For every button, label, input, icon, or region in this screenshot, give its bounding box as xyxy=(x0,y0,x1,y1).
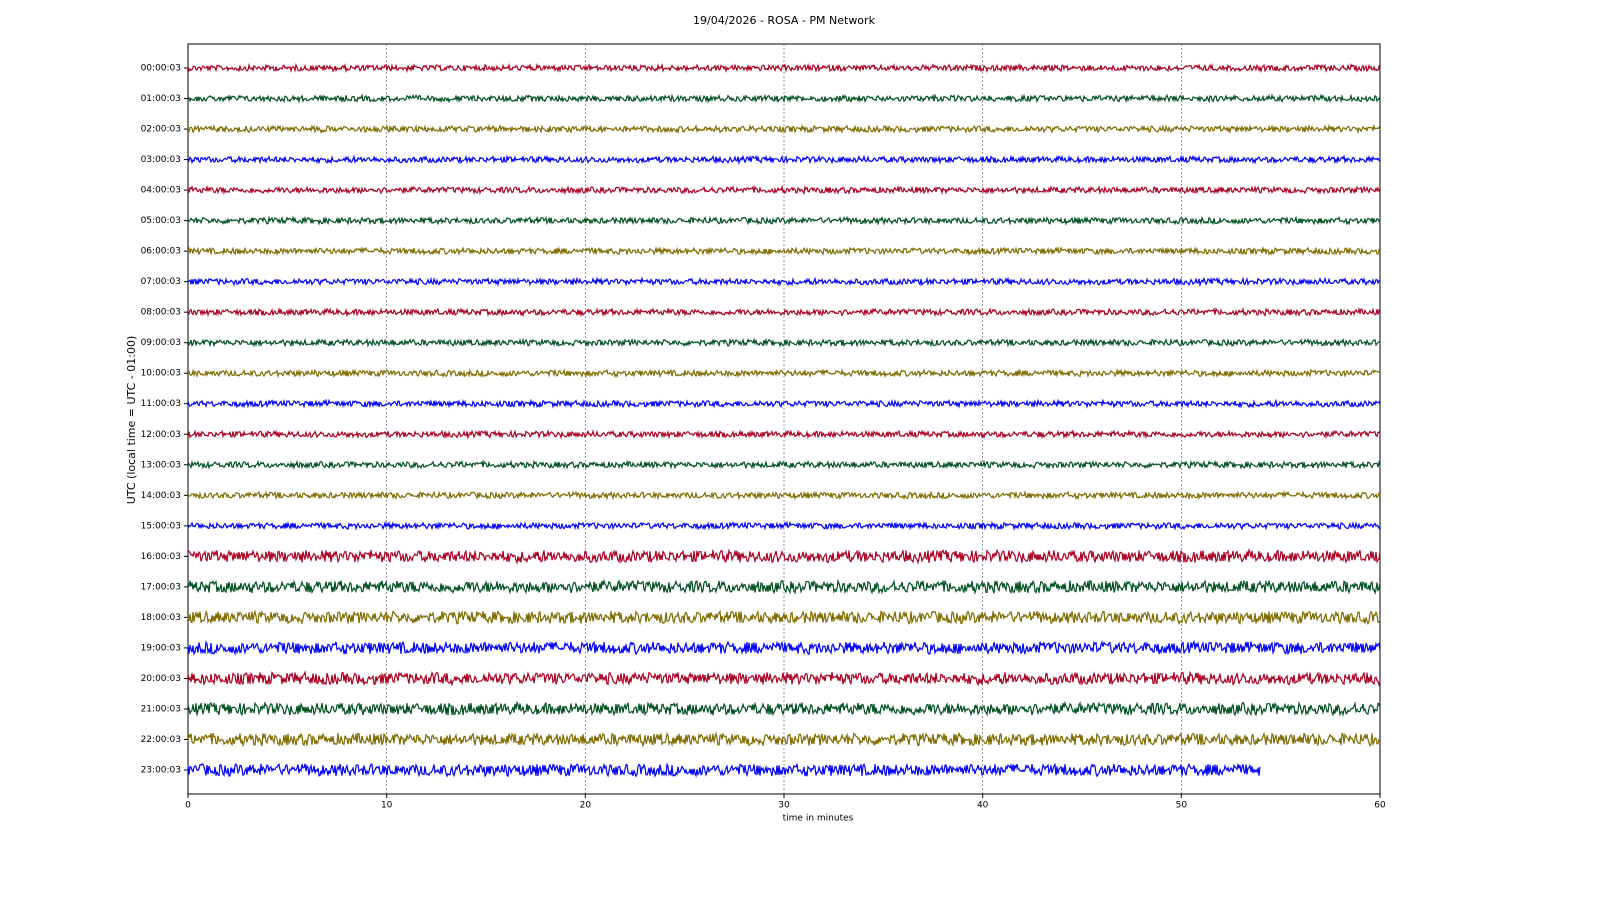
trace xyxy=(187,669,1381,687)
trace xyxy=(188,215,1381,226)
trace xyxy=(187,123,1381,135)
y-tick-label: 10:00:03 xyxy=(141,369,181,379)
y-tick-label: 13:00:03 xyxy=(141,460,181,470)
x-tick-label: 10 xyxy=(381,801,393,811)
x-axis-label: time in minutes xyxy=(783,814,854,824)
y-tick-label: 05:00:03 xyxy=(141,216,181,226)
x-tick-label: 50 xyxy=(1176,801,1188,811)
y-tick-label: 11:00:03 xyxy=(141,399,181,409)
y-tick-label: 07:00:03 xyxy=(141,277,181,287)
trace xyxy=(187,547,1381,565)
y-tick-label: 00:00:03 xyxy=(141,64,181,74)
y-tick-label: 18:00:03 xyxy=(141,613,181,623)
y-tick-label: 08:00:03 xyxy=(141,308,181,318)
y-tick-label: 21:00:03 xyxy=(141,704,181,714)
trace xyxy=(187,337,1381,348)
trace xyxy=(187,62,1381,74)
trace xyxy=(187,398,1381,409)
x-tick-label: 30 xyxy=(778,801,790,811)
x-tick-label: 40 xyxy=(977,801,989,811)
x-tick-label: 0 xyxy=(185,801,191,811)
trace xyxy=(187,429,1381,440)
trace xyxy=(187,93,1381,104)
y-tick-label: 20:00:03 xyxy=(141,674,181,684)
y-tick-label: 04:00:03 xyxy=(141,186,181,196)
y-tick-label: 06:00:03 xyxy=(141,247,181,257)
y-tick-label: 22:00:03 xyxy=(141,735,181,745)
trace xyxy=(187,700,1381,717)
y-tick-label: 12:00:03 xyxy=(141,430,181,440)
x-tick-label: 60 xyxy=(1374,801,1386,811)
y-tick-label: 03:00:03 xyxy=(141,155,181,165)
trace xyxy=(187,368,1381,379)
y-tick-label: 17:00:03 xyxy=(141,582,181,592)
trace xyxy=(187,154,1381,166)
y-tick-label: 02:00:03 xyxy=(141,125,181,135)
trace xyxy=(187,639,1381,656)
y-tick-label: 15:00:03 xyxy=(141,521,181,531)
trace xyxy=(187,245,1381,257)
y-axis-label: UTC (local time = UTC - 01:00) xyxy=(125,336,138,505)
y-tick-label: 19:00:03 xyxy=(141,643,181,653)
trace xyxy=(187,490,1381,501)
trace xyxy=(187,578,1381,596)
y-tick-label: 14:00:03 xyxy=(141,491,181,501)
trace xyxy=(187,762,1261,778)
y-tick-label: 23:00:03 xyxy=(141,766,181,776)
y-tick-label: 16:00:03 xyxy=(141,552,181,562)
trace xyxy=(187,306,1381,318)
trace xyxy=(187,459,1381,470)
trace xyxy=(187,184,1381,196)
trace xyxy=(187,609,1381,626)
chart-title: 19/04/2026 - ROSA - PM Network xyxy=(693,14,876,27)
y-tick-label: 01:00:03 xyxy=(141,94,181,104)
trace xyxy=(187,520,1381,531)
y-tick-label: 09:00:03 xyxy=(141,338,181,348)
trace xyxy=(187,731,1381,748)
trace xyxy=(187,276,1381,288)
x-tick-label: 20 xyxy=(580,801,592,811)
